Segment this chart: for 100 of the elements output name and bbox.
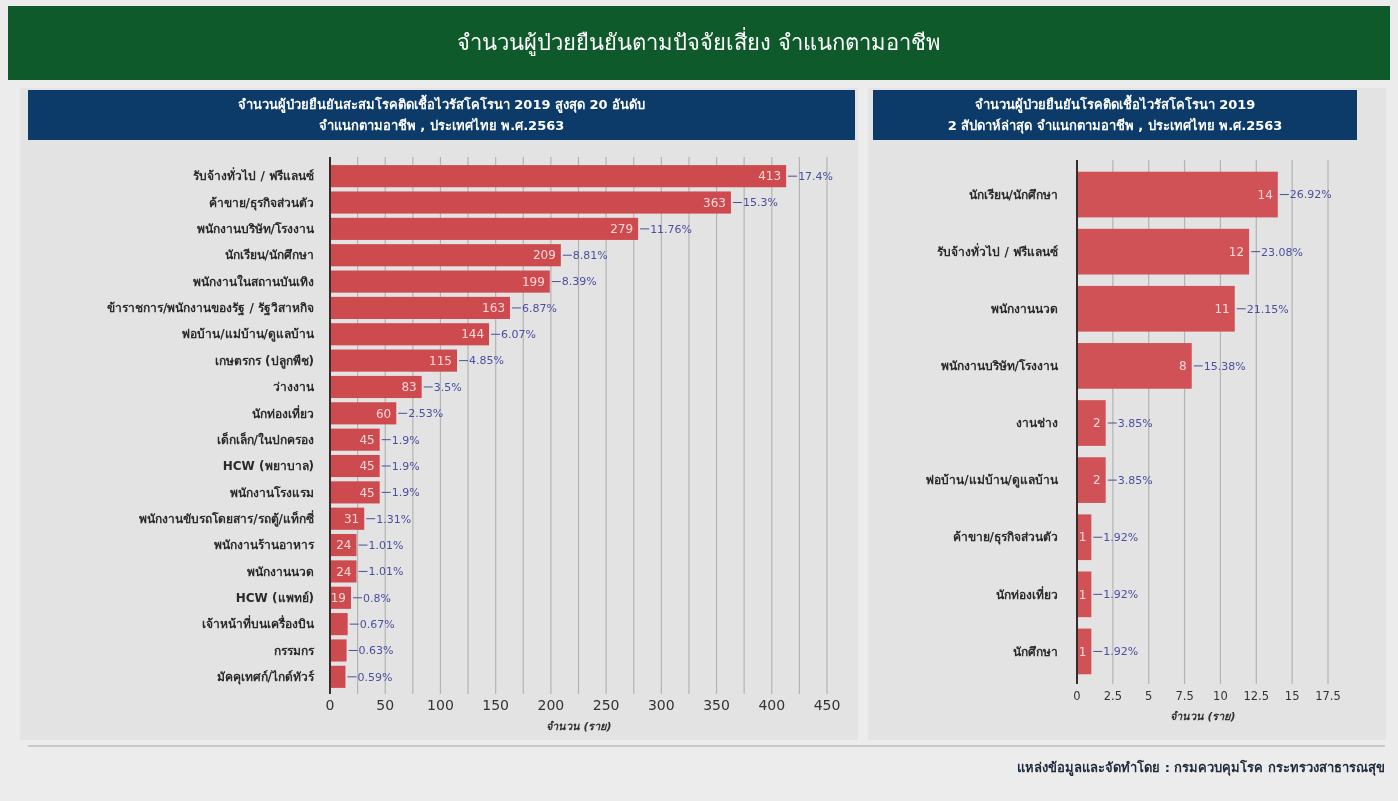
y-tick-label: ค้าขาย/ธุรกิจส่วนตัว — [208, 195, 314, 211]
x-axis-title: จำนวน (ราย) — [545, 720, 612, 733]
data-label: 209 — [532, 248, 556, 263]
bar — [1077, 228, 1250, 275]
y-tick-label: ค้าขาย/ธุรกิจส่วนตัว — [952, 530, 1058, 546]
x-tick-label: 0 — [325, 697, 335, 713]
bar — [330, 323, 490, 346]
bar — [330, 613, 348, 636]
y-tick-label: HCW (แพทย์) — [235, 590, 314, 605]
x-tick-label: 12.5 — [1243, 689, 1270, 703]
y-tick-label: เด็กเล็ก/ในปกครอง — [216, 431, 314, 447]
x-tick-label: 150 — [482, 697, 510, 713]
y-tick-label: พ่อบ้าน/แม่บ้าน/ดูแลบ้าน — [926, 473, 1059, 489]
y-tick-label: นักท่องเที่ยว — [252, 404, 314, 421]
y-tick-label: พ่อบ้าน/แม่บ้าน/ดูแลบ้าน — [182, 327, 315, 343]
x-tick-label: 50 — [376, 697, 395, 713]
y-tick-label: นักศึกษา — [1013, 644, 1058, 659]
x-tick-label: 200 — [537, 697, 565, 713]
y-tick-label: ข้าราชการ/พนักงานของรัฐ / รัฐวิสาหกิจ — [106, 301, 314, 317]
data-label: 1 — [1078, 644, 1087, 659]
bar — [1077, 171, 1278, 218]
y-tick-label: นักเรียน/นักศึกษา — [968, 187, 1058, 202]
bar — [1077, 457, 1106, 503]
x-tick-label: 5 — [1145, 689, 1153, 703]
data-label: 83 — [401, 380, 417, 395]
annotation: 11.76% — [650, 222, 693, 236]
data-label: 279 — [610, 222, 634, 237]
x-tick-label: 350 — [703, 697, 730, 713]
y-tick-label: เจ้าหน้าที่บนเครื่องบิน — [202, 615, 315, 632]
annotation: 4.85% — [469, 354, 504, 368]
x-axis-title: จำนวน (ราย) — [1169, 710, 1236, 723]
x-tick-label: 15 — [1284, 689, 1300, 703]
data-label: 45 — [359, 459, 375, 474]
annotation: 2.53% — [408, 407, 444, 421]
annotation: 1.92% — [1103, 531, 1139, 545]
y-tick-label: นักเรียน/นักศึกษา — [224, 248, 314, 263]
data-label: 2 — [1093, 416, 1101, 431]
annotation: 3.85% — [1117, 416, 1153, 430]
data-label: 24 — [336, 538, 352, 553]
data-label: 11 — [1214, 301, 1230, 316]
data-label: 45 — [359, 432, 375, 447]
annotation: 1.31% — [376, 512, 412, 526]
data-label: 163 — [482, 301, 506, 316]
x-tick-label: 300 — [647, 697, 675, 713]
y-tick-label: HCW (พยาบาล) — [222, 459, 314, 474]
annotation: 8.39% — [561, 275, 597, 289]
y-tick-label: ว่างงาน — [273, 380, 315, 395]
y-tick-label: นักท่องเที่ยว — [996, 585, 1058, 602]
annotation: 0.8% — [362, 591, 391, 605]
annotation: 3.85% — [1117, 473, 1153, 487]
data-label: 60 — [375, 406, 392, 421]
x-tick-label: 2.5 — [1103, 689, 1123, 703]
x-tick-label: 400 — [758, 697, 786, 713]
bar — [1077, 285, 1235, 332]
x-tick-label: 0 — [1073, 689, 1081, 703]
bar — [330, 165, 787, 188]
data-label: 8 — [1179, 359, 1187, 374]
y-tick-label: พนักงานบริษัท/โรงงาน — [940, 358, 1059, 374]
data-label: 12 — [1228, 244, 1245, 259]
y-tick-label: พนักงานโรงแรม — [230, 484, 314, 500]
data-label: 45 — [359, 485, 375, 500]
bar — [330, 402, 397, 425]
y-tick-label: กรรมกร — [274, 643, 315, 658]
annotation: 0.59% — [357, 670, 393, 684]
data-label: 2 — [1093, 473, 1101, 488]
bar — [330, 639, 347, 662]
annotation: 15.38% — [1203, 359, 1246, 373]
bar — [330, 244, 561, 267]
bar — [330, 375, 422, 399]
y-tick-label: งานช่าง — [1016, 416, 1058, 431]
data-label: 115 — [429, 353, 453, 368]
annotation: 1.92% — [1103, 588, 1139, 602]
y-tick-label: รับจ้างทั่วไป / ฟรีแลนซ์ — [937, 242, 1058, 259]
y-tick-label: พนักงานร้านอาหาร — [214, 538, 315, 553]
bar — [330, 428, 380, 451]
annotation: 1.92% — [1103, 645, 1139, 659]
data-label: 199 — [521, 274, 545, 289]
data-label: 24 — [336, 564, 352, 579]
text: แหล่งข้อมูลและจัดทำโดย : กรมควบคุมโรค กระทรวงสาธารณสุข — [1017, 759, 1385, 776]
y-tick-label: พนักงานนวด — [247, 564, 314, 579]
annotation: 1.9% — [391, 433, 420, 447]
annotation: 0.67% — [359, 617, 395, 631]
data-label: 14 — [1257, 187, 1273, 202]
chart-title: จำนวนผู้ป่วยยืนยันโรคติดเชื้อไวรัสโคโรนา 2019 — [974, 94, 1256, 113]
annotation: 15.3% — [742, 196, 778, 210]
y-tick-label: พนักงานบริษัท/โรงงาน — [196, 221, 315, 237]
annotation: 0.63% — [358, 644, 394, 658]
bar — [1077, 343, 1192, 389]
annotation: 6.87% — [522, 301, 557, 315]
annotation: 1.01% — [368, 538, 404, 552]
y-tick-label: พนักงานในสถานบันเทิง — [193, 273, 314, 289]
x-tick-label: 100 — [427, 697, 454, 713]
y-tick-label: พนักงานนวด — [991, 301, 1058, 316]
y-tick-label: พนักงานขับรถโดยสาร/รถตู้/แท็กซี่ — [139, 509, 314, 527]
bar — [1077, 400, 1106, 446]
annotation: 21.15% — [1246, 302, 1289, 316]
bar — [330, 191, 731, 214]
x-tick-label: 250 — [592, 697, 620, 713]
annotation: 23.08% — [1261, 245, 1304, 259]
data-label: 144 — [461, 327, 485, 342]
